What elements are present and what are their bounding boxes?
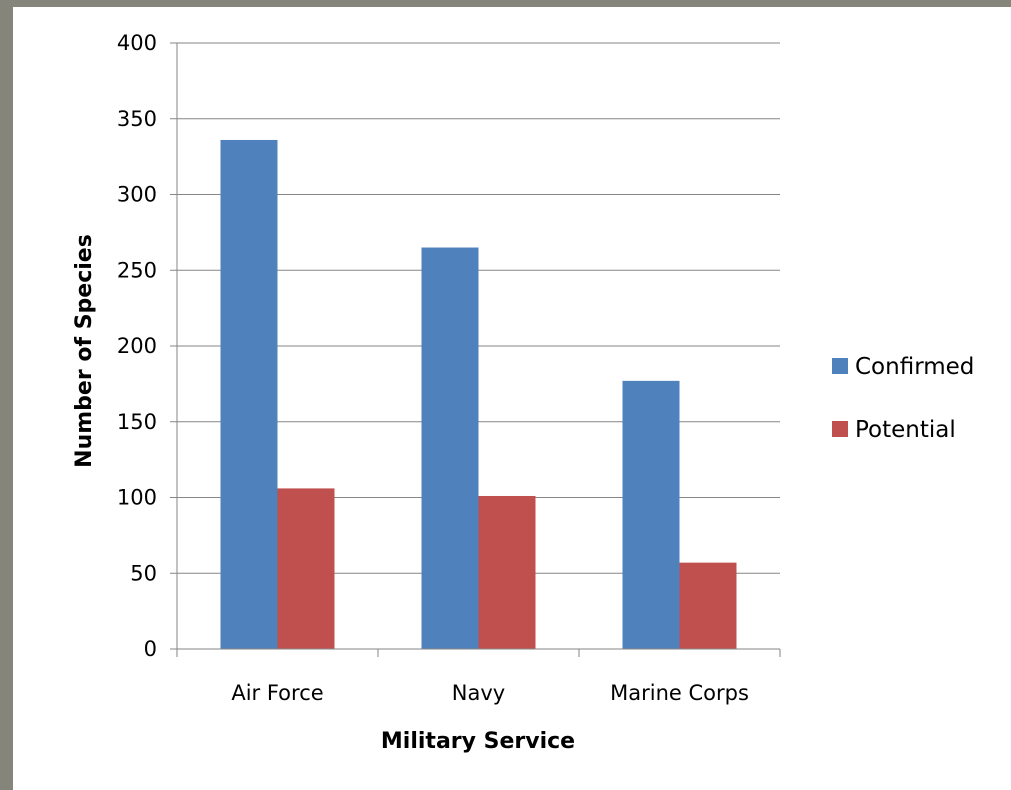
bar-potential-marine-corps: [679, 562, 737, 649]
x-tick-label: Navy: [452, 681, 505, 705]
bar-potential-air-force: [277, 488, 335, 649]
y-tick-label: 150: [117, 410, 157, 434]
y-tick-label: 0: [144, 637, 157, 661]
bars: [220, 139, 737, 649]
y-tick-label: 300: [117, 183, 157, 207]
x-tick-label: Air Force: [231, 681, 323, 705]
legend-swatch-potential: [832, 421, 848, 437]
bar-potential-navy: [478, 495, 536, 649]
chart-panel: 0 50 100 150 200 250 300 350 400 Air Force Navy Ma…: [13, 7, 1011, 790]
bar-confirmed-marine-corps: [622, 380, 680, 649]
y-tick-label: 100: [117, 486, 157, 510]
legend: Confirmed Potential: [832, 354, 974, 443]
x-axis-title: Military Service: [381, 729, 575, 754]
axes: [170, 42, 781, 657]
legend-label-confirmed: Confirmed: [855, 354, 974, 380]
y-tick-label: 50: [130, 561, 157, 585]
y-tick-labels: 0 50 100 150 200 250 300 350 400: [117, 31, 157, 661]
y-tick-label: 350: [117, 107, 157, 131]
y-tick-label: 250: [117, 258, 157, 282]
legend-swatch-confirmed: [832, 358, 848, 374]
bar-chart: 0 50 100 150 200 250 300 350 400 Air Force Navy Ma…: [72, 31, 974, 754]
x-tick-labels: Air Force Navy Marine Corps: [231, 681, 749, 705]
bar-confirmed-navy: [421, 247, 479, 649]
y-axis-title: Number of Species: [72, 234, 97, 468]
y-tick-label: 200: [117, 334, 157, 358]
x-tick-label: Marine Corps: [610, 681, 749, 705]
y-tick-label: 400: [117, 31, 157, 55]
bar-confirmed-air-force: [220, 139, 278, 649]
legend-label-potential: Potential: [855, 417, 956, 443]
